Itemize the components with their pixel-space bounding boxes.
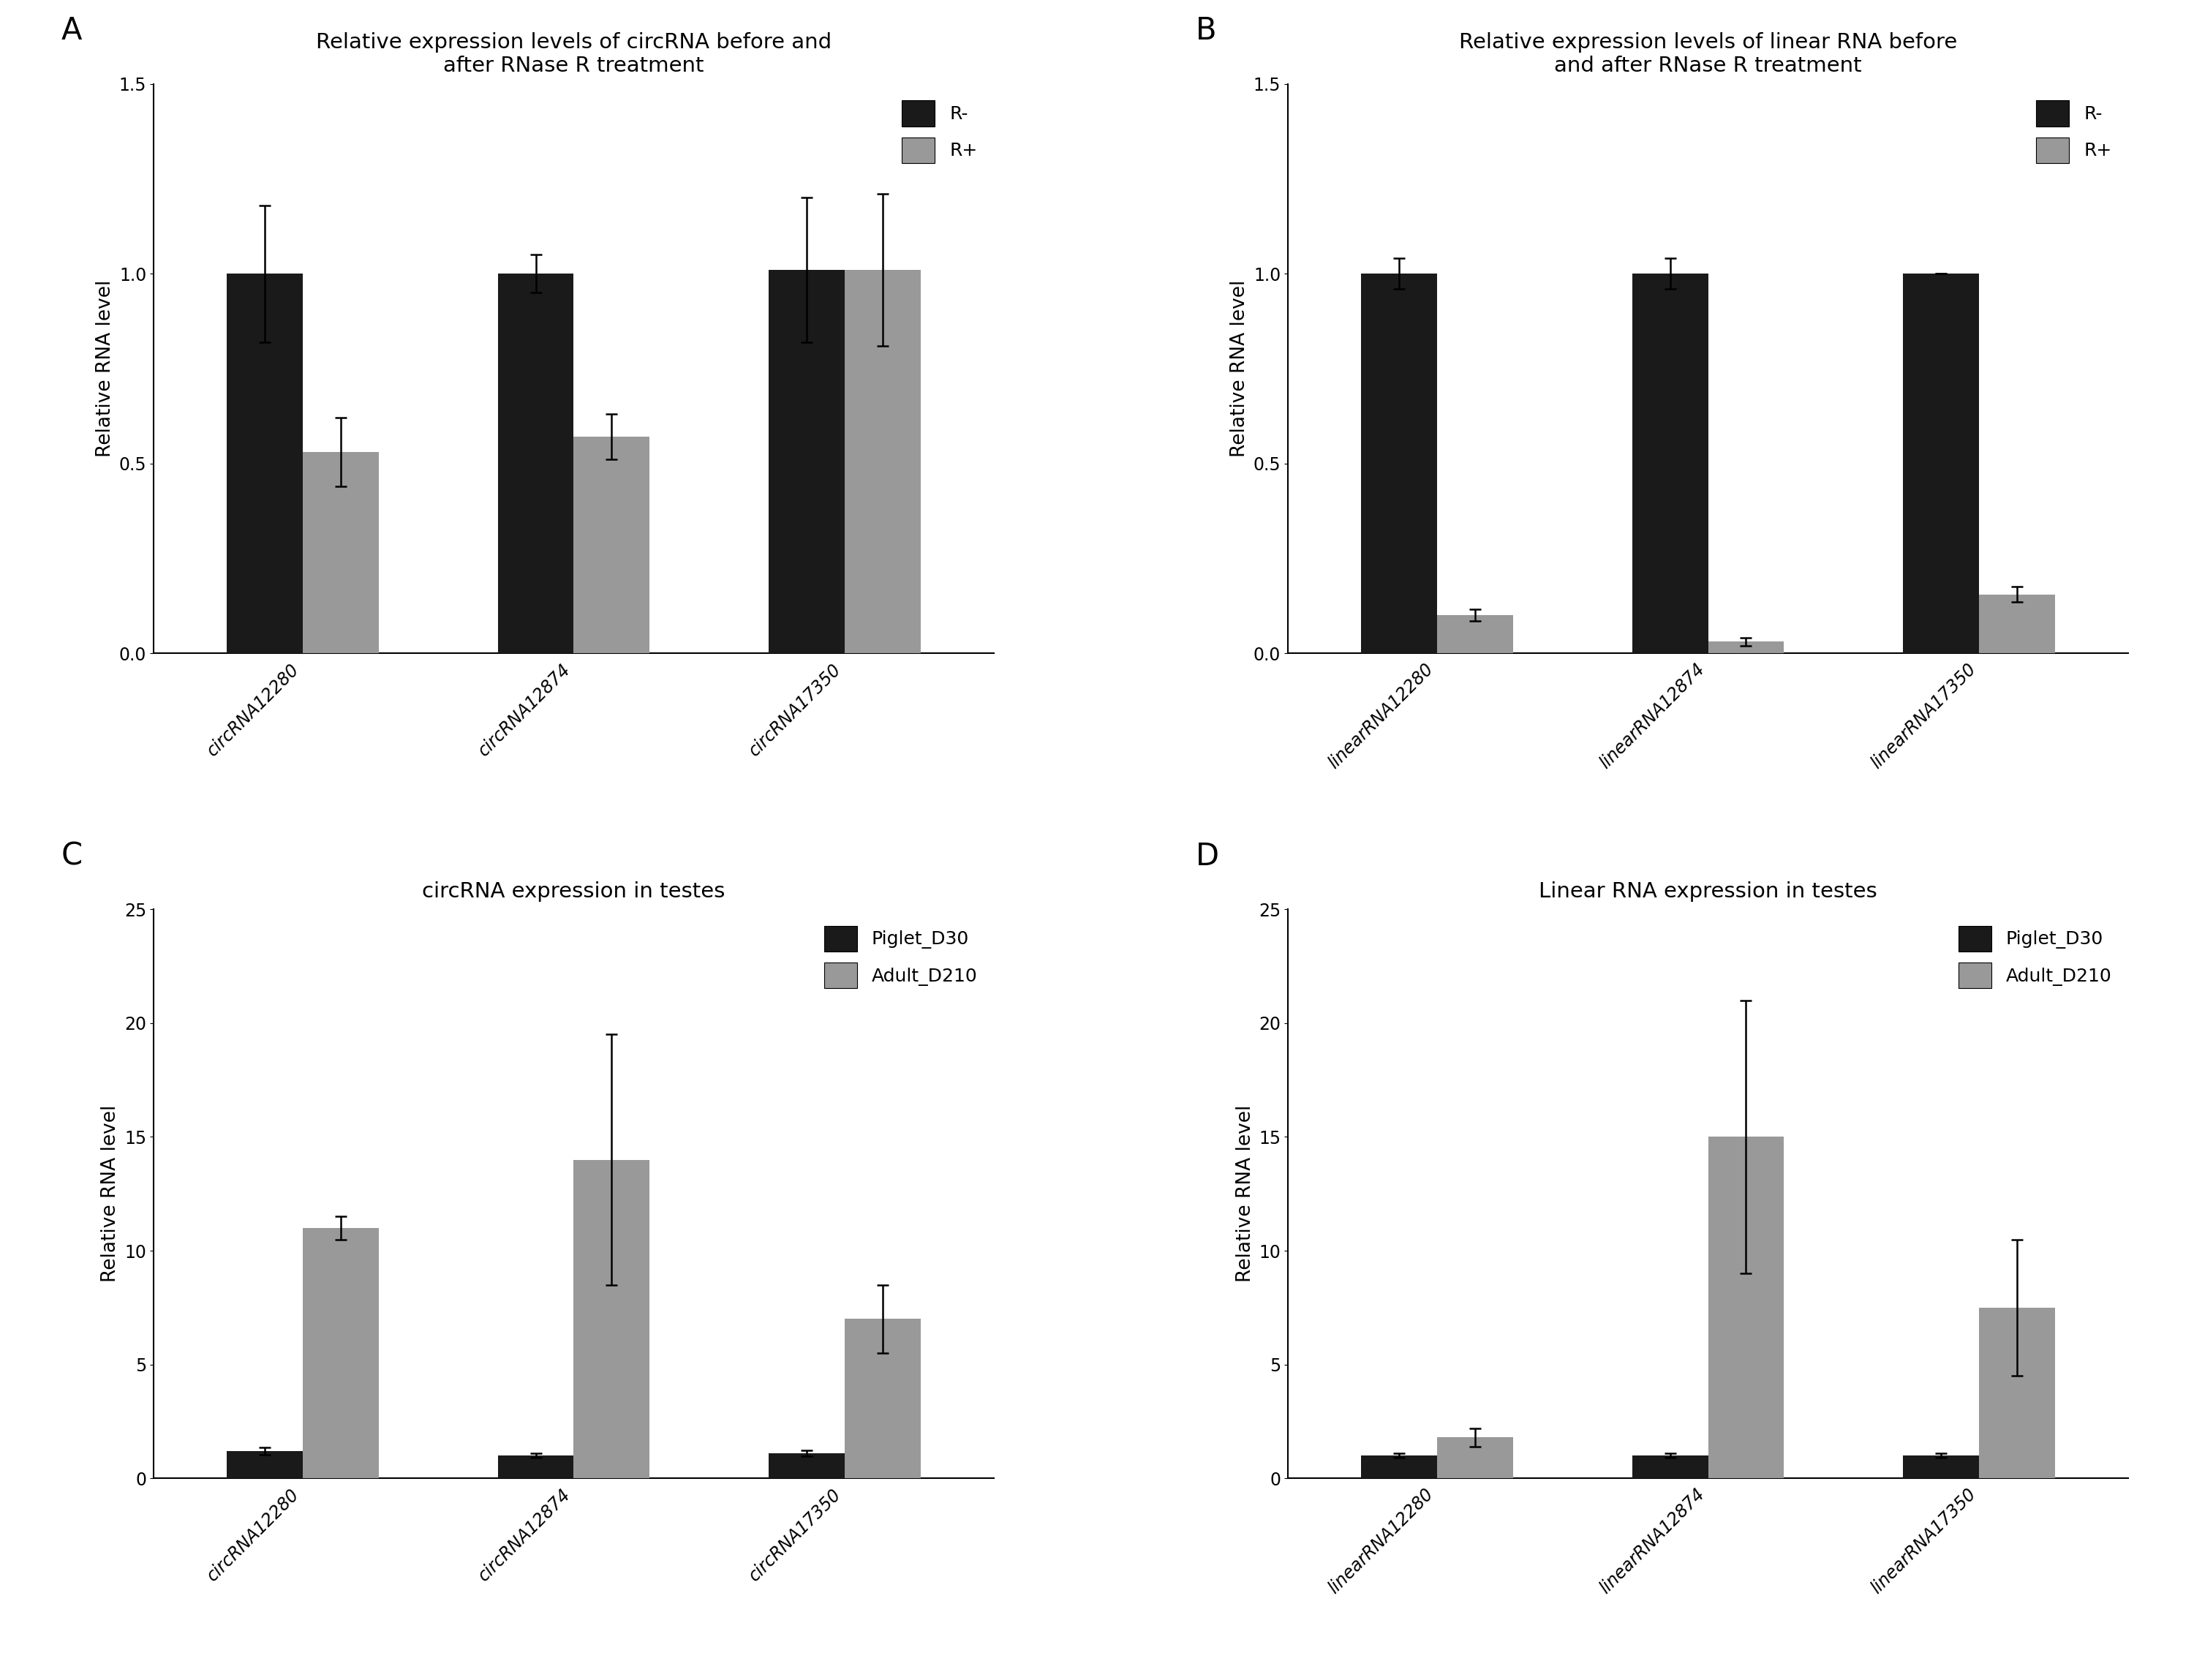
- Title: Relative expression levels of circRNA before and
after RNase R treatment: Relative expression levels of circRNA be…: [316, 32, 832, 76]
- Bar: [1632, 1455, 1709, 1478]
- Bar: [1709, 1137, 1784, 1478]
- Bar: [768, 1453, 845, 1478]
- Title: Relative expression levels of linear RNA before
and after RNase R treatment: Relative expression levels of linear RNA…: [1459, 32, 1957, 76]
- Bar: [498, 1455, 573, 1478]
- Text: C: C: [61, 842, 83, 872]
- Bar: [226, 274, 303, 654]
- Y-axis label: Relative RNA level: Relative RNA level: [97, 281, 114, 457]
- Bar: [1437, 615, 1514, 654]
- Y-axis label: Relative RNA level: Relative RNA level: [1231, 281, 1248, 457]
- Bar: [226, 1452, 303, 1478]
- Title: circRNA expression in testes: circRNA expression in testes: [421, 880, 726, 902]
- Legend: R-, R+: R-, R+: [2029, 92, 2119, 170]
- Y-axis label: Relative RNA level: Relative RNA level: [101, 1105, 121, 1282]
- Bar: [1979, 595, 2056, 654]
- Bar: [1979, 1307, 2056, 1478]
- Bar: [498, 274, 573, 654]
- Legend: Piglet_D30, Adult_D210: Piglet_D30, Adult_D210: [816, 919, 985, 996]
- Title: Linear RNA expression in testes: Linear RNA expression in testes: [1538, 880, 1878, 902]
- Bar: [1709, 642, 1784, 654]
- Bar: [303, 1228, 380, 1478]
- Bar: [845, 270, 921, 654]
- Bar: [303, 452, 380, 654]
- Bar: [1360, 1455, 1437, 1478]
- Text: B: B: [1196, 15, 1215, 47]
- Bar: [1360, 274, 1437, 654]
- Bar: [1437, 1438, 1514, 1478]
- Text: D: D: [1196, 842, 1220, 872]
- Bar: [845, 1319, 921, 1478]
- Bar: [573, 1159, 649, 1478]
- Bar: [1902, 1455, 1979, 1478]
- Y-axis label: Relative RNA level: Relative RNA level: [1235, 1105, 1255, 1282]
- Bar: [1902, 274, 1979, 654]
- Bar: [768, 270, 845, 654]
- Text: A: A: [61, 15, 81, 47]
- Bar: [573, 437, 649, 654]
- Legend: Piglet_D30, Adult_D210: Piglet_D30, Adult_D210: [1950, 919, 2119, 996]
- Bar: [1632, 274, 1709, 654]
- Legend: R-, R+: R-, R+: [895, 92, 985, 170]
